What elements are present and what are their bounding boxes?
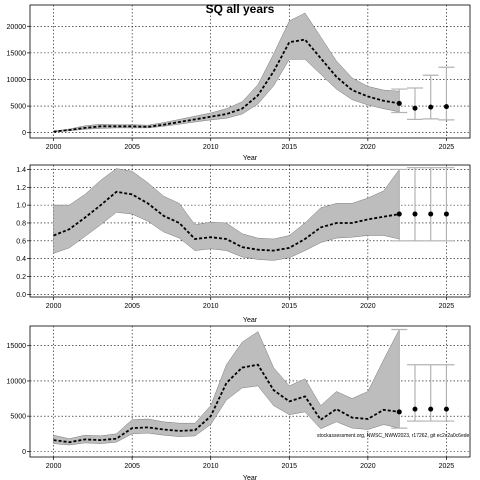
ssb-panel: 2000 2005 2010 2015 2020 2025 0 5000 10000 15000 Y…: [7, 325, 471, 480]
x-tick-label: 2020: [360, 463, 376, 470]
estimate-line: [53, 38, 400, 133]
plot-frame: [29, 164, 471, 298]
x-tick-label: 2010: [203, 463, 219, 470]
credit-text: stockassessment.org, NWSC_NWW2023, r1726…: [317, 433, 470, 439]
x-tick-label: 2005: [124, 303, 140, 310]
confidence-band: [53, 168, 400, 261]
plot-frame: [29, 4, 471, 139]
y-tick-label: 5000: [10, 414, 26, 421]
x-tick-label: 2015: [281, 144, 297, 151]
y-tick-label: 0: [22, 130, 26, 137]
x-tick-label: 2005: [124, 463, 140, 470]
x-tick-label: 2015: [281, 463, 297, 470]
x-tick-label: 2000: [46, 463, 62, 470]
forecast-point: [396, 211, 402, 217]
y-tick-label: 15000: [7, 50, 27, 57]
confidence-band: [53, 329, 400, 446]
y-tick-label: 0.4: [16, 256, 26, 263]
estimate-line: [53, 190, 400, 252]
y-tick-label: 1.0: [16, 203, 26, 210]
x-tick-label: 2000: [46, 303, 62, 310]
x-axis-label: Year: [243, 317, 258, 324]
x-tick-label: 2015: [281, 303, 297, 310]
x-axis-label: Year: [243, 155, 258, 162]
y-tick-label: 0.8: [16, 220, 26, 227]
y-tick-label: 10000: [7, 77, 27, 84]
y-tick-label: 1.2: [16, 185, 26, 192]
forecast-point: [443, 211, 449, 217]
forecast-point: [428, 211, 434, 217]
y-tick-label: 5000: [10, 104, 26, 111]
forecast-point: [412, 105, 418, 111]
forecast-point: [428, 104, 434, 110]
forecast-point: [443, 104, 449, 110]
confidence-band: [53, 12, 400, 133]
x-tick-label: 2005: [124, 144, 140, 151]
y-tick-label: 0.6: [16, 238, 26, 245]
y-tick-label: 1.4: [16, 167, 26, 174]
forecast-point: [428, 406, 434, 412]
figure-title: SQ all years: [206, 2, 275, 16]
x-tick-label: 2010: [203, 303, 219, 310]
y-tick-label: 15000: [7, 343, 27, 350]
forecast-point: [396, 100, 402, 106]
y-tick-label: 10000: [7, 378, 27, 385]
y-tick-label: 0: [22, 449, 26, 456]
y-tick-label: 0.0: [16, 292, 26, 299]
x-tick-label: 2020: [360, 303, 376, 310]
plot-frame: [29, 325, 471, 458]
x-tick-label: 2025: [439, 144, 455, 151]
x-axis-label: Year: [243, 475, 258, 480]
forecast-point: [412, 211, 418, 217]
x-tick-label: 2025: [439, 463, 455, 470]
x-tick-label: 2025: [439, 303, 455, 310]
x-tick-label: 2010: [203, 144, 219, 151]
y-tick-label: 20000: [7, 24, 27, 31]
y-tick-label: 0.2: [16, 274, 26, 281]
forecast-point: [443, 406, 449, 412]
x-tick-label: 2020: [360, 144, 376, 151]
forecast-point: [412, 406, 418, 412]
forecast-point: [396, 409, 402, 415]
fishing-mortality-panel: 2000 2005 2010 2015 2020 2025 0.0 0.2 0.4 0.6 0.8 1…: [16, 164, 471, 324]
recruitment-panel: 2000 2005 2010 2015 2020 2025 0 5000 10000 15000 2…: [7, 4, 471, 162]
x-tick-label: 2000: [46, 144, 62, 151]
